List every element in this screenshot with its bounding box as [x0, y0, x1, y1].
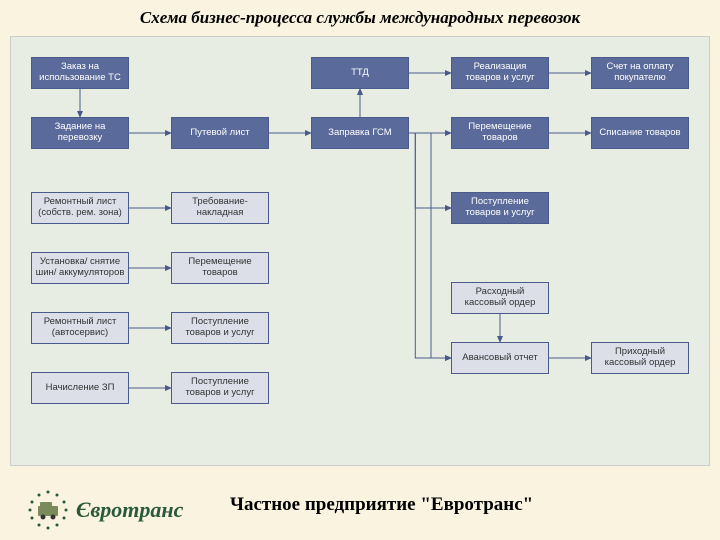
logo: Євротранс: [26, 488, 183, 532]
node-n3: Ремонтный лист (собств. рем. зона): [31, 192, 129, 224]
node-n4: Установка/ снятие шин/ аккумуляторов: [31, 252, 129, 284]
node-n15: Перемещение товаров: [451, 117, 549, 149]
node-n12: ТТД: [311, 57, 409, 89]
node-n10: Поступление товаров и услуг: [171, 312, 269, 344]
node-n11: Поступление товаров и услуг: [171, 372, 269, 404]
node-n16: Поступление товаров и услуг: [451, 192, 549, 224]
node-n2: Задание на перевозку: [31, 117, 129, 149]
node-n7: Путевой лист: [171, 117, 269, 149]
node-n17: Расходный кассовый ордер: [451, 282, 549, 314]
node-n5: Ремонтный лист (автосервис): [31, 312, 129, 344]
node-n9: Перемещение товаров: [171, 252, 269, 284]
flowchart-canvas: Заказ на использование ТС Задание на пере…: [10, 36, 710, 466]
page-title: Схема бизнес-процесса службы международн…: [0, 0, 720, 32]
node-n20: Списание товаров: [591, 117, 689, 149]
node-n21: Приходный кассовый ордер: [591, 342, 689, 374]
node-n18: Авансовый отчет: [451, 342, 549, 374]
node-n6: Начисление ЗП: [31, 372, 129, 404]
logo-icon: [26, 488, 70, 532]
footer: Євротранс Частное предприятие "Евротранс…: [0, 472, 720, 534]
node-n8: Требование-накладная: [171, 192, 269, 224]
logo-text: Євротранс: [76, 497, 183, 523]
node-n19: Счет на оплату покупателю: [591, 57, 689, 89]
node-n14: Реализация товаров и услуг: [451, 57, 549, 89]
node-n1: Заказ на использование ТС: [31, 57, 129, 89]
node-n13: Заправка ГСМ: [311, 117, 409, 149]
company-name: Частное предприятие "Евротранс": [230, 494, 533, 516]
